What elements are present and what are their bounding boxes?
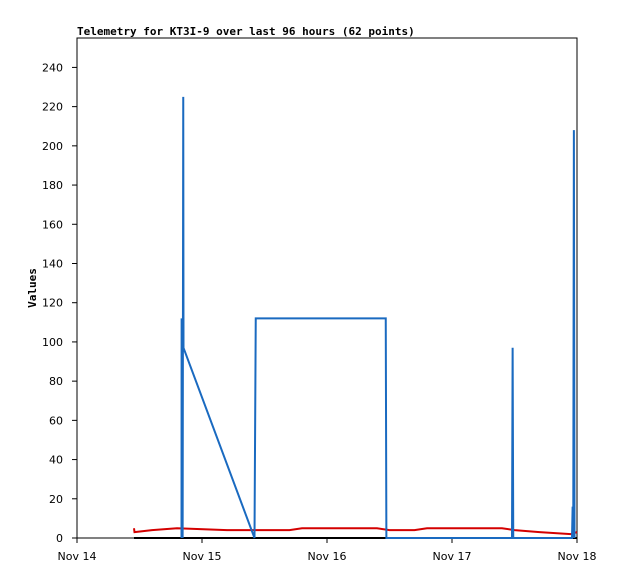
x-tick-label: Nov 18	[558, 550, 597, 563]
y-tick-label: 160	[42, 218, 63, 231]
series-line	[133, 527, 578, 536]
y-tick-label: 20	[49, 493, 63, 506]
series-line	[180, 96, 576, 539]
y-tick-label: 120	[42, 297, 63, 310]
x-tick-label: Nov 15	[183, 550, 222, 563]
y-tick-label: 200	[42, 140, 63, 153]
y-tick-label: 140	[42, 257, 63, 270]
x-tick-label: Nov 16	[308, 550, 347, 563]
y-tick-label: 220	[42, 101, 63, 114]
plot-frame	[76, 37, 578, 539]
y-axis-label: Values	[26, 268, 39, 308]
y-tick-label: 240	[42, 61, 63, 74]
y-tick-label: 40	[49, 454, 63, 467]
y-tick-label: 180	[42, 179, 63, 192]
x-tick-label: Nov 14	[58, 550, 97, 563]
x-tick-label: Nov 17	[433, 550, 472, 563]
y-tick-label: 100	[42, 336, 63, 349]
y-tick-label: 0	[56, 532, 63, 545]
y-tick-label: 80	[49, 375, 63, 388]
chart-title: Telemetry for KT3I-9 over last 96 hours …	[77, 25, 415, 38]
y-tick-label: 60	[49, 414, 63, 427]
